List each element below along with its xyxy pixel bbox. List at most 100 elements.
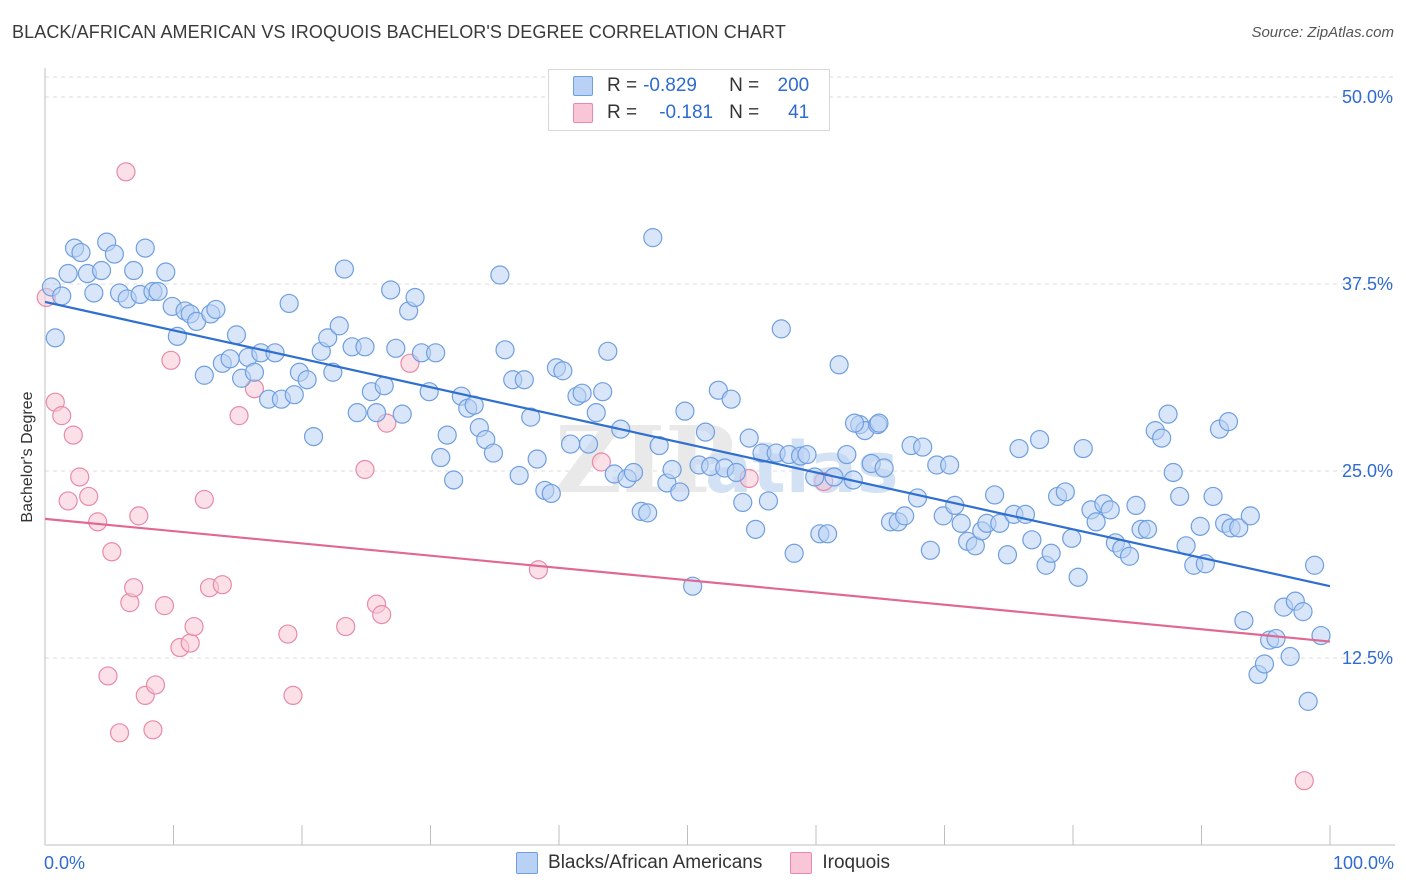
series-legend-item-iroquois: Iroquois: [790, 852, 890, 874]
blacks-point: [1158, 404, 1178, 424]
blacks-point: [437, 425, 457, 445]
iroquois-point: [143, 720, 163, 740]
blacks-point: [483, 443, 504, 463]
blacks-point: [244, 362, 265, 382]
blacks-point: [91, 260, 112, 281]
blacks-point: [52, 286, 72, 306]
blacks-point: [444, 470, 464, 490]
iroquois-point: [129, 506, 149, 526]
blacks-point: [1022, 530, 1042, 550]
blacks-point: [1229, 518, 1249, 538]
axes: [44, 68, 1395, 846]
blacks-point: [148, 281, 168, 302]
blacks-point: [1029, 429, 1050, 450]
iroquois-point: [116, 162, 136, 182]
trend-lines: [44, 300, 1331, 643]
iroquois-point: [372, 605, 392, 625]
legend-r-label: R =: [607, 75, 638, 96]
blacks-point: [156, 262, 176, 282]
blacks-point: [1009, 438, 1029, 459]
blacks-point: [366, 403, 387, 423]
series-swatch-blue: [516, 852, 539, 874]
blacks-point: [509, 465, 529, 486]
blacks-point: [1190, 516, 1210, 536]
blacks-point: [907, 488, 928, 508]
iroquois-point: [180, 633, 200, 653]
blacks-point: [1298, 691, 1318, 711]
blacks-point: [431, 447, 451, 468]
iroquois-point: [58, 491, 78, 511]
chart-title: BLACK/AFRICAN AMERICAN VS IROQUOIS BACHE…: [12, 22, 786, 42]
blacks-point: [527, 449, 547, 469]
blacks-point: [586, 403, 606, 423]
blacks-point: [347, 403, 367, 423]
blacks-point: [643, 228, 663, 248]
blacks-point: [746, 519, 766, 539]
legend-row-blacks: R = -0.829 N = 200: [573, 74, 809, 98]
series-legend-label: Iroquois: [822, 852, 890, 873]
blacks-point: [1055, 482, 1075, 502]
legend-n-label: N =: [729, 102, 760, 123]
legend-swatch-blue: [573, 76, 593, 96]
blacks-point: [578, 434, 599, 454]
iroquois-point: [229, 406, 249, 426]
blacks-point: [1280, 646, 1300, 667]
blacks-point: [1254, 654, 1275, 674]
blacks-point: [837, 444, 857, 465]
x-tick-label-max: 100.0%: [1332, 853, 1394, 873]
blacks-point: [829, 355, 849, 375]
blacks-point: [355, 337, 375, 357]
blacks-point: [817, 524, 838, 544]
blacks-point: [593, 382, 613, 402]
blacks-point: [895, 506, 915, 526]
iroquois-point: [212, 575, 232, 595]
y-tick-label: 12.5%: [1342, 648, 1393, 668]
blacks-point: [1126, 495, 1146, 516]
legend-r-value: -0.181: [659, 102, 714, 123]
blacks-point: [598, 341, 618, 361]
blacks-point: [135, 238, 155, 258]
blacks-point: [541, 483, 561, 504]
blacks-point: [771, 319, 791, 339]
blacks-point: [1137, 519, 1158, 539]
blacks-point: [84, 283, 104, 303]
blacks-point: [844, 413, 865, 433]
iroquois-point: [88, 512, 108, 532]
blacks-point: [1203, 486, 1223, 507]
blacks-point: [675, 401, 695, 421]
blacks-point: [758, 491, 779, 511]
blacks-point: [1304, 555, 1325, 575]
blacks-point: [1170, 486, 1190, 507]
blacks-point: [71, 242, 91, 263]
blacks-point: [695, 422, 716, 442]
blacks-point: [997, 545, 1018, 565]
legend-swatch-pink: [573, 103, 593, 123]
blacks-point: [194, 365, 214, 385]
blacks-point: [318, 328, 338, 348]
iroquois-point: [161, 350, 181, 370]
iroquois-point: [70, 467, 90, 487]
legend-n-value: 200: [777, 75, 810, 96]
source-label: Source: ZipAtlas.com: [1251, 24, 1394, 41]
blacks-point: [869, 413, 889, 433]
blacks-point: [920, 540, 940, 560]
legend-r-label: R =: [607, 102, 638, 123]
blacks-point: [721, 389, 741, 409]
blacks-point: [662, 459, 682, 480]
blacks-point: [381, 280, 401, 300]
iroquois-point: [283, 685, 303, 706]
blacks-point: [649, 435, 669, 456]
legend-row-iroquois: R = -0.181 N = 41: [573, 101, 809, 125]
blacks-point: [951, 513, 971, 533]
iroquois-point: [145, 675, 166, 695]
blacks-point: [426, 343, 446, 363]
blacks-point: [940, 455, 960, 475]
blacks-point: [104, 244, 124, 264]
series-legend-item-blacks: Blacks/African Americans: [516, 852, 762, 874]
y-tick-labels: 12.5% 25.0% 37.5% 50.0%: [1342, 87, 1393, 668]
blacks-point: [206, 299, 226, 320]
iroquois-point: [63, 425, 83, 445]
iroquois-point: [52, 406, 72, 426]
blacks-point: [1240, 506, 1260, 526]
